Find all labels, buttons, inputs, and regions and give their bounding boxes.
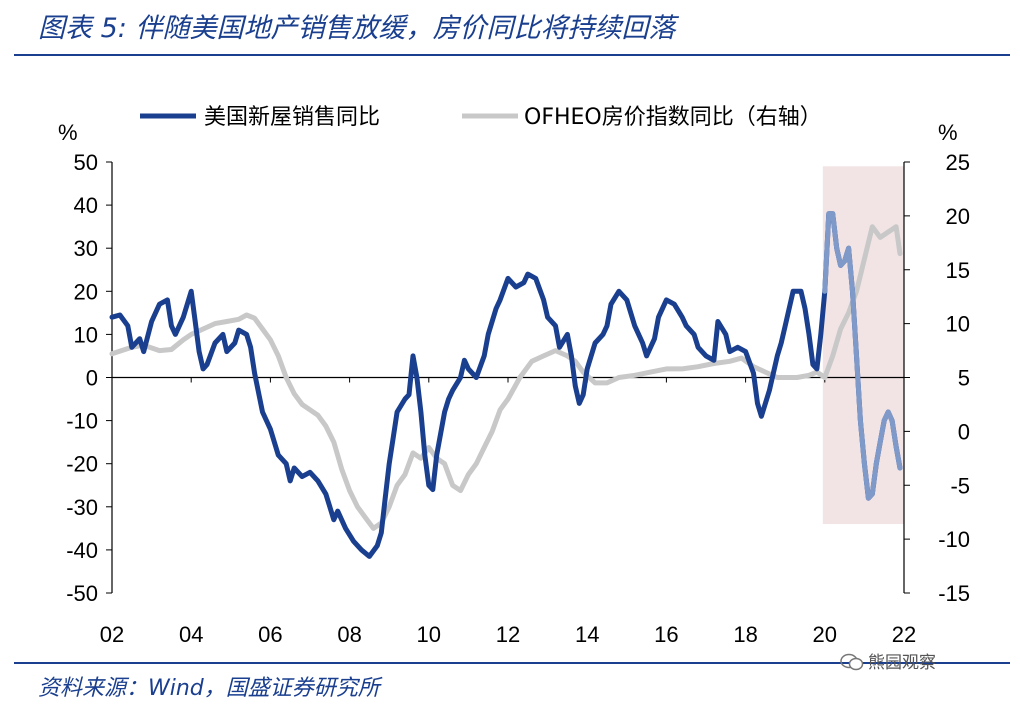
right-tick-label: 10 (946, 312, 970, 337)
right-tick-label: -10 (938, 527, 970, 552)
left-tick-label: -40 (66, 538, 98, 563)
chart-axes: 50403020100-10-20-30-40-502520151050-5-1… (66, 150, 970, 647)
left-tick-label: 0 (86, 366, 98, 391)
footer-divider (14, 662, 1010, 664)
watermark: 熊园观察 (840, 648, 936, 673)
x-tick-label: 14 (575, 622, 599, 647)
left-tick-label: 40 (74, 193, 98, 218)
left-tick-label: 30 (74, 236, 98, 261)
legend-label-ofheo: OFHEO房价指数同比（右轴） (524, 105, 822, 130)
right-tick-label: 5 (958, 366, 970, 391)
left-tick-label: -50 (66, 581, 98, 606)
page-title: 图表 5: 伴随美国地产销售放缓，房价同比将持续回落 (38, 13, 676, 44)
left-tick-label: -20 (66, 452, 98, 477)
right-tick-label: 25 (946, 150, 970, 175)
right-tick-label: 20 (946, 204, 970, 229)
left-axis-unit: % (58, 120, 78, 145)
legend: 美国新屋销售同比 OFHEO房价指数同比（右轴） (140, 105, 822, 130)
right-axis-unit: % (938, 120, 958, 145)
series-line-new-home-sales (109, 211, 903, 559)
x-tick-label: 18 (733, 622, 757, 647)
left-tick-label: 20 (74, 279, 98, 304)
right-tick-label: -5 (950, 473, 970, 498)
x-tick-label: 04 (179, 622, 203, 647)
x-tick-label: 10 (417, 622, 441, 647)
left-tick-label: -10 (66, 409, 98, 434)
source-note: 资料来源：Wind，国盛证券研究所 (38, 676, 380, 701)
x-tick-label: 16 (654, 622, 678, 647)
right-tick-label: 0 (958, 419, 970, 444)
x-tick-label: 12 (496, 622, 520, 647)
x-tick-label: 06 (258, 622, 282, 647)
x-tick-label: 20 (813, 622, 837, 647)
left-tick-label: 50 (74, 150, 98, 175)
series-line-ofheo (109, 224, 903, 531)
x-tick-label: 08 (337, 622, 361, 647)
x-tick-label: 22 (892, 622, 916, 647)
left-tick-label: -30 (66, 495, 98, 520)
series-line-forecast-segment (822, 211, 903, 501)
legend-label-sales: 美国新屋销售同比 (204, 105, 380, 130)
chart-lines (109, 211, 903, 559)
right-tick-label: -15 (938, 581, 970, 606)
x-tick-label: 02 (100, 622, 124, 647)
left-tick-label: 10 (74, 322, 98, 347)
watermark-text: 熊园观察 (868, 653, 936, 673)
right-tick-label: 15 (946, 258, 970, 283)
title-divider (14, 54, 1010, 56)
wechat-icon (840, 653, 864, 671)
